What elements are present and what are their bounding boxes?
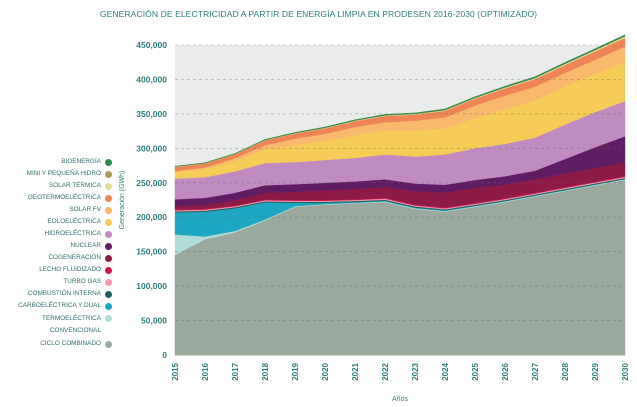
legend-swatch-icon [105,206,112,214]
legend-item: HIDROELÉCTRICA [45,229,112,239]
legend-swatch-icon [105,278,112,286]
x-tick-label: 2023 [411,362,420,380]
x-tick-label: 2019 [291,362,300,380]
x-tick-label: 2028 [561,362,570,380]
legend-swatch-icon [105,242,112,250]
legend-item: NUCLEAR [70,241,112,251]
legend-label: GEOTERMOELÉCTRICA [27,194,101,201]
legend-swatch-icon [105,302,112,310]
x-tick-label: 2030 [621,362,630,380]
legend-item: TURBO GAS [63,277,112,287]
y-tick-label: 50,000 [141,316,167,326]
legend-label: LECHO FLUIDIZADO [39,266,101,273]
legend-swatch-icon [105,218,112,226]
y-tick-label: 400,000 [136,74,167,84]
legend-label: EOLOELÉCTRICA [47,218,101,225]
legend-swatch-icon [105,340,112,348]
x-tick-label: 2016 [201,362,210,380]
legend-item: GEOTERMOELÉCTRICA [28,193,112,203]
legend-swatch-icon [105,290,112,298]
legend-label: SOLAR TÉRMICA [48,182,101,189]
legend-item: SOLAR TÉRMICA [49,181,112,191]
legend-swatch-icon [105,266,112,274]
y-tick-label: 150,000 [136,247,167,257]
y-tick-label: 200,000 [136,212,167,222]
x-axis-label: Años [392,396,408,403]
x-tick-label: 2025 [471,362,480,380]
legend-swatch-icon [105,230,112,238]
y-tick-label: 250,000 [136,178,167,188]
legend-swatch-icon [105,254,112,262]
legend-label: MINI Y PEQUEÑA HIDRO [26,170,101,177]
legend-item: COGENERACIÓN [48,253,112,263]
legend-item: MINI Y PEQUEÑA HIDRO [27,169,112,179]
legend-swatch-icon [105,170,112,178]
chart-title: GENERACIÓN DE ELECTRICIDAD A PARTIR DE E… [99,9,538,19]
x-tick-label: 2015 [171,362,180,380]
y-tick-label: 100,000 [136,281,167,291]
legend-label: TURBO GAS [63,278,101,285]
legend-item: EOLOELÉCTRICA [47,217,112,227]
x-tick-label: 2018 [261,362,270,380]
legend-swatch-icon [105,194,112,202]
y-tick-label: 300,000 [136,143,167,153]
legend-label: NUCLEAR [70,242,101,249]
x-tick-label: 2027 [531,362,540,380]
legend-label: CARBOELÉCTRICA Y DUAL [18,302,101,309]
x-tick-label: 2024 [441,362,450,380]
legend-item: LECHO FLUIDIZADO [39,265,112,275]
y-tick-label: 350,000 [136,109,167,119]
legend-label: COGENERACIÓN [48,254,101,261]
x-tick-label: 2026 [501,362,510,380]
legend-label: COMBUSTIÓN INTERNA [27,290,101,297]
x-tick-label: 2022 [381,362,390,380]
legend-item: BIOENERGÍA [61,157,112,167]
legend-swatch-icon [105,158,112,166]
y-tick-label: 0 [162,350,167,360]
legend-label: HIDROELÉCTRICA [44,230,101,237]
legend-label: BIOENERGÍA [61,158,101,165]
legend-item: CICLO COMBINADO [40,339,112,349]
y-tick-label: 450,000 [136,40,167,50]
series-area-14 [174,34,626,167]
x-tick-label: 2020 [321,362,330,380]
legend-item: SOLAR FV [69,205,112,215]
x-tick-label: 2021 [351,362,360,380]
legend-label: TERMOELÉCTRICA CONVENCIONAL [42,315,101,334]
legend-label: CICLO COMBINADO [40,340,101,347]
legend-item: COMBUSTIÓN INTERNA [28,289,112,299]
legend-item: TERMOELÉCTRICA CONVENCIONAL [31,313,112,337]
legend-swatch-icon [105,314,112,322]
x-tick-label: 2017 [231,362,240,380]
y-axis-label: Generación (GWh) [119,171,126,230]
legend-swatch-icon [105,182,112,190]
legend-label: SOLAR FV [69,206,101,213]
x-tick-label: 2029 [591,362,600,380]
legend-item: CARBOELÉCTRICA Y DUAL [18,301,112,311]
